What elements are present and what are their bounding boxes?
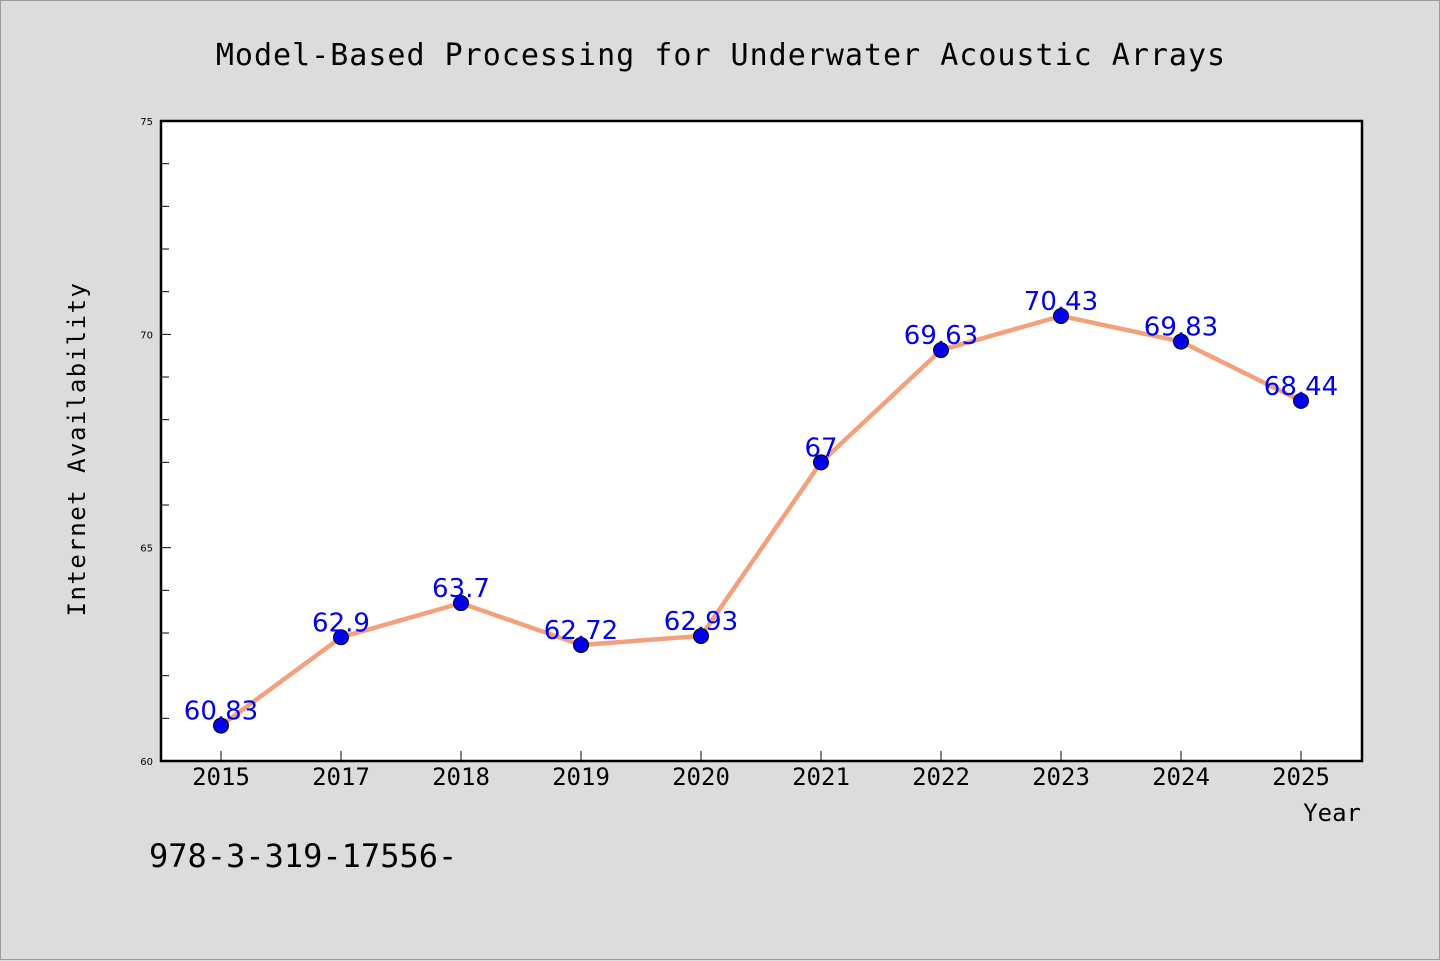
data-point [213,717,229,734]
data-label: 69.63 [904,321,978,351]
x-tick-label: 2015 [192,763,250,791]
data-label: 69.83 [1144,313,1218,343]
x-tick-label: 2017 [312,763,370,791]
x-tick-label: 2024 [1152,763,1210,791]
series-layer: 60.83 62.9 63.7 62.72 62.93 67 69.63 70.43 69.83… [184,287,1338,734]
x-tick-label: 2020 [672,763,730,791]
x-axis-label: Year [1303,799,1361,827]
chart-title: Model-Based Processing for Underwater Ac… [216,38,1226,73]
data-point [333,629,349,646]
data-label: 70.43 [1024,287,1098,317]
series-line [218,313,1304,728]
data-point [693,627,709,644]
data-point [453,595,469,612]
data-label: 62.93 [664,607,738,637]
footer-id-text: 978-3-319-17556- [149,837,457,875]
data-label: 68.44 [1264,372,1338,402]
x-tick-label: 2022 [912,763,970,791]
x-tick-label: 2021 [792,763,850,791]
plot-area [159,119,1364,763]
data-point [573,636,589,653]
y-tick-label: 70 [140,330,153,341]
data-point [1173,333,1189,350]
data-label: 60.83 [184,697,258,727]
x-tick-label: 2019 [552,763,610,791]
x-tick-label: 2018 [432,763,490,791]
data-label: 62.9 [312,608,370,638]
data-label: 62.72 [544,616,618,646]
data-point [1293,392,1309,409]
x-tick-label: 2023 [1032,763,1090,791]
data-point [1053,307,1069,324]
data-label: 67 [804,433,837,463]
y-tick-label: 65 [140,544,153,555]
data-label: 63.7 [432,574,490,604]
x-axis-ticks: 2015 2017 2018 2019 2020 2021 2022 2023 2024 2025 [192,751,1330,791]
data-point [813,454,829,471]
data-point [933,342,949,359]
y-tick-label: 60 [140,757,153,768]
y-axis-ticks: 60 65 70 75 [140,117,171,768]
x-tick-label: 2025 [1272,763,1330,791]
y-tick-label: 75 [140,117,153,128]
y-axis-label: Internet Availability [63,282,91,617]
